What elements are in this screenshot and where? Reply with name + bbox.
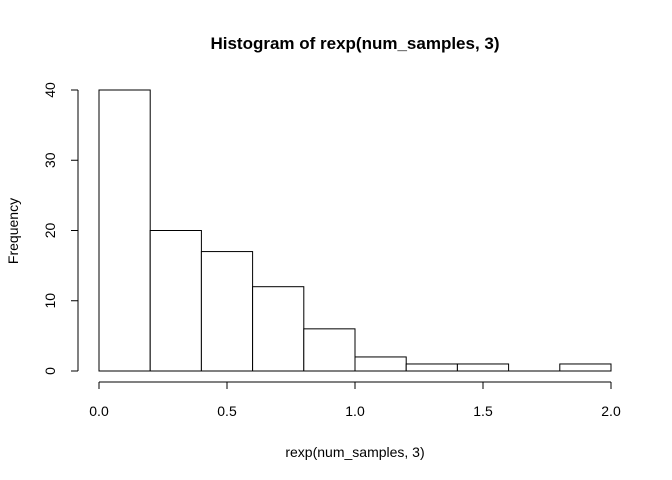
histogram-bar — [405, 363, 458, 372]
y-axis: 0 10 20 30 40 — [42, 82, 79, 375]
histogram-bar — [303, 328, 356, 372]
histogram-bars — [98, 89, 612, 372]
x-tick-label: 0.5 — [217, 403, 237, 419]
y-tick-label: 30 — [42, 152, 58, 168]
x-axis-label: rexp(num_samples, 3) — [285, 444, 424, 460]
x-axis: 0.0 0.5 1.0 1.5 2.0 — [89, 381, 621, 419]
histogram-bar — [98, 89, 151, 372]
y-axis-label: Frequency — [5, 198, 21, 264]
x-tick-label: 1.0 — [345, 403, 365, 419]
histogram-bar — [559, 363, 612, 372]
chart-title: Histogram of rexp(num_samples, 3) — [210, 34, 499, 53]
histogram-bar — [200, 251, 254, 372]
y-tick-label: 0 — [42, 367, 58, 375]
histogram-bar — [252, 286, 305, 372]
histogram-bar — [456, 363, 510, 372]
x-tick-label: 0.0 — [89, 403, 109, 419]
histogram-bar — [149, 230, 202, 372]
x-tick-label: 1.5 — [473, 403, 493, 419]
y-tick-label: 40 — [42, 82, 58, 98]
x-tick-label: 2.0 — [601, 403, 621, 419]
histogram-bar — [354, 356, 407, 372]
y-tick-label: 20 — [42, 223, 58, 239]
y-tick-label: 10 — [42, 293, 58, 309]
